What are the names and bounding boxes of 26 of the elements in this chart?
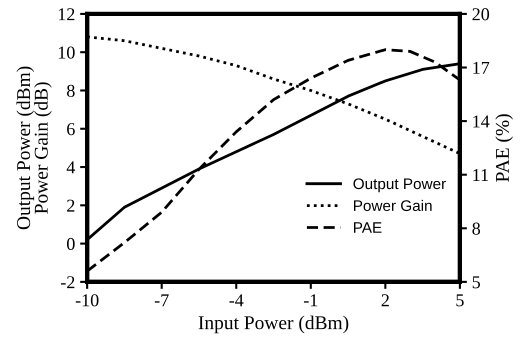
legend-label: PAE	[354, 222, 382, 233]
legend-label: Power Gain	[354, 200, 432, 212]
y-tick-label: 4	[66, 161, 76, 174]
y2-tick-label: 11	[473, 169, 488, 181]
y2-tick-label: 8	[472, 222, 480, 235]
x-tick-label: -10	[76, 294, 98, 306]
y-axis-title: Output Power (dBm) Power Gain (dB)	[16, 66, 52, 230]
y-tick-label: 6	[67, 123, 75, 136]
y-tick-label: 12	[58, 8, 74, 20]
x-tick-label: -7	[154, 294, 169, 306]
x-tick-label: -4	[229, 294, 244, 306]
y-tick-label: -2	[60, 276, 74, 288]
y-tick-label: 0	[67, 238, 75, 250]
y-tick-label: 8	[67, 84, 75, 97]
y2-tick-label: 20	[472, 8, 490, 20]
x-axis-title: Input Power (dBm)	[198, 316, 348, 334]
legend-label: Output Power	[353, 178, 446, 192]
y2-tick-label: 14	[473, 115, 490, 128]
x-tick-label: 5	[456, 294, 464, 306]
y2-tick-label: 17	[473, 62, 490, 74]
y-tick-label: 10	[58, 46, 75, 59]
y2-tick-label: 5	[472, 276, 480, 288]
y2-axis-title: PAE (%)	[495, 114, 513, 182]
y-tick-label: 2	[67, 200, 74, 212]
x-tick-label: 2	[382, 294, 389, 306]
x-tick-label: -1	[304, 294, 318, 306]
